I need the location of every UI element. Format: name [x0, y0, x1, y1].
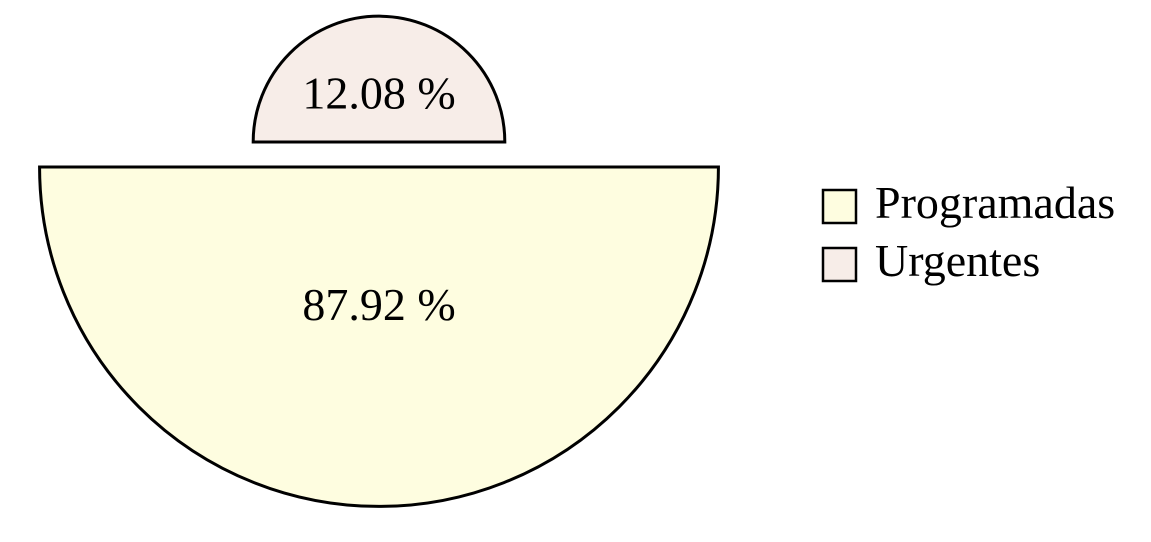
legend-swatch-urgentes	[821, 246, 858, 283]
legend-label-urgentes: Urgentes	[875, 235, 1040, 286]
slice-programadas	[38, 165, 720, 508]
slices-layer	[38, 14, 720, 508]
legend-entry-programadas: Programadas	[821, 177, 1115, 228]
legend-entry-urgentes: Urgentes	[821, 235, 1040, 286]
slice-label-urgentes: 12.08 %	[302, 68, 455, 119]
legend: Programadas Urgentes	[821, 177, 1115, 286]
labels-layer: 87.92 % 12.08 %	[302, 68, 455, 331]
slice-urgentes	[251, 14, 507, 144]
legend-swatch-programadas	[821, 188, 858, 225]
legend-label-programadas: Programadas	[875, 177, 1115, 228]
slice-label-programadas: 87.92 %	[302, 279, 455, 330]
